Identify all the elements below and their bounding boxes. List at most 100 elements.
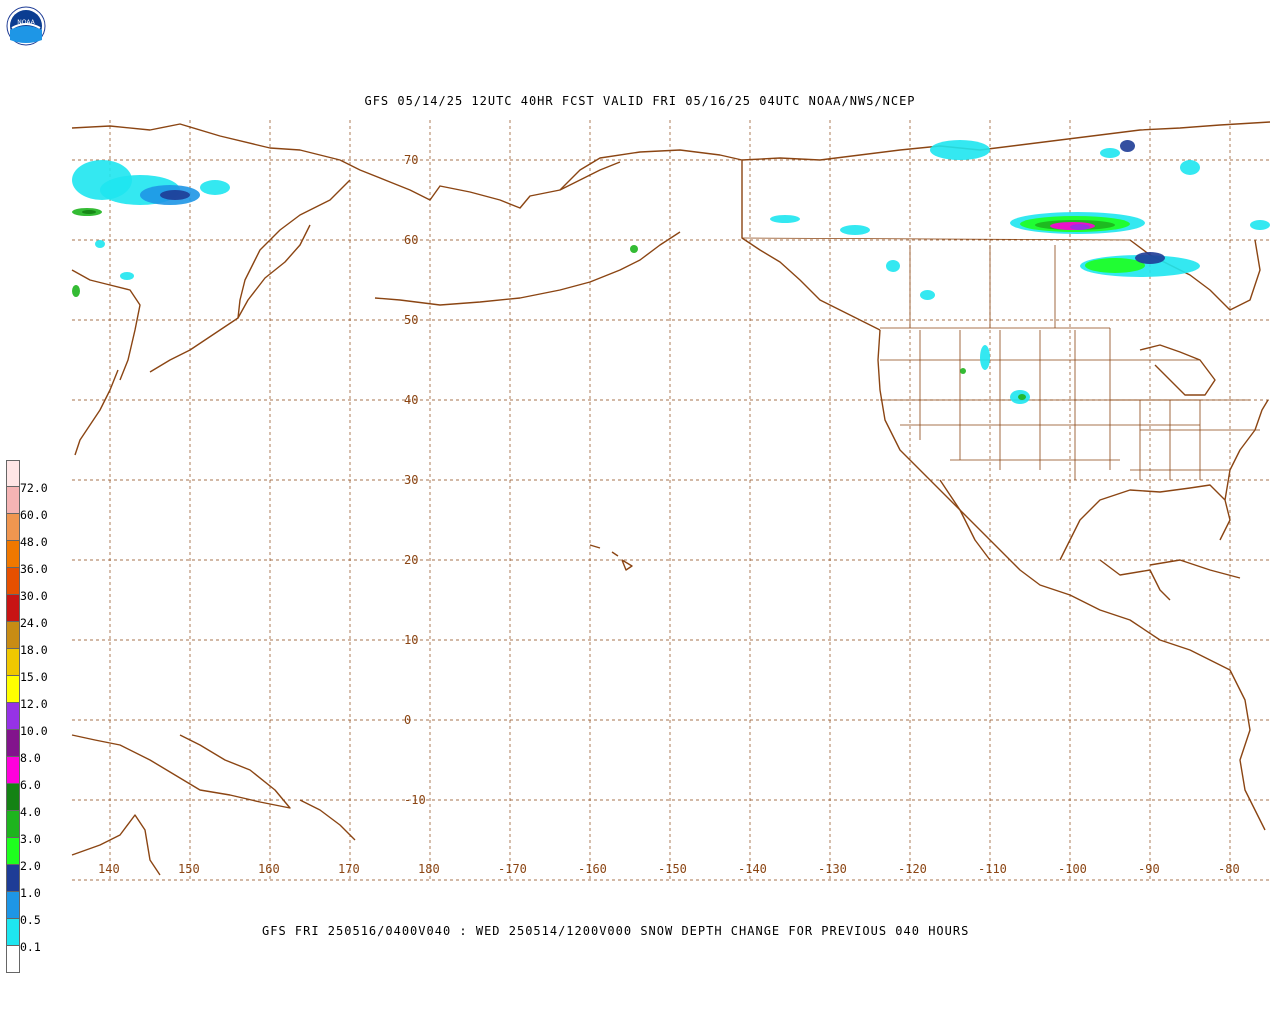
lon-label: -140 — [738, 862, 767, 876]
color-legend: 72.0 60.0 48.0 36.0 30.0 24.0 18.0 15.0 12.0 10.0… — [6, 460, 48, 973]
coast-na-west — [877, 329, 1266, 831]
legend-label: 1.0 — [20, 886, 41, 900]
lon-label: -160 — [578, 862, 607, 876]
svg-text:NOAA: NOAA — [17, 19, 35, 26]
snow-patch — [980, 345, 990, 370]
lon-label: 160 — [258, 862, 280, 876]
legend-swatch — [6, 784, 20, 811]
coast-hawaii — [589, 544, 633, 571]
snow-patch — [1100, 148, 1120, 158]
coast-new-guinea — [71, 734, 291, 809]
chart-caption: GFS FRI 250516/0400V040 : WED 250514/120… — [262, 924, 970, 938]
snow-patch — [960, 368, 966, 374]
snow-patch — [120, 272, 134, 280]
snow-depth-fill — [72, 140, 1270, 404]
snow-patch — [930, 140, 990, 160]
lat-label: 0 — [404, 713, 411, 727]
lon-label: -170 — [498, 862, 527, 876]
coast-canada-arctic — [741, 121, 1271, 161]
snow-patch — [72, 285, 80, 297]
lat-label: 50 — [404, 313, 418, 327]
legend-swatch — [6, 649, 20, 676]
legend-swatch — [6, 919, 20, 946]
legend-swatch — [6, 865, 20, 892]
legend-swatch — [6, 595, 20, 622]
legend-swatch — [6, 487, 20, 514]
coast-baja — [939, 479, 991, 561]
lon-label: -150 — [658, 862, 687, 876]
lon-label: -130 — [818, 862, 847, 876]
lon-label: 140 — [98, 862, 120, 876]
snow-patch — [1180, 160, 1200, 175]
snow-patch — [1085, 258, 1145, 273]
grid-labels: 140 150 160 170 180 -170 -160 -150 -140 -130 -120 -… — [98, 153, 1240, 876]
coast-siberia — [71, 123, 621, 209]
legend-label: 4.0 — [20, 805, 41, 819]
legend-swatch — [6, 946, 20, 973]
legend-label: 30.0 — [20, 589, 48, 603]
legend-swatch — [6, 514, 20, 541]
coastlines — [71, 121, 1271, 876]
coast-japan — [74, 369, 119, 456]
legend-label: 15.0 — [20, 670, 48, 684]
legend-swatch — [6, 703, 20, 730]
lon-label: 180 — [418, 862, 440, 876]
legend-swatch — [6, 811, 20, 838]
legend-label: 12.0 — [20, 697, 48, 711]
legend-swatch — [6, 460, 20, 487]
legend-swatch — [6, 568, 20, 595]
legend-swatch — [6, 892, 20, 919]
coast-cuba — [1149, 559, 1241, 579]
lon-label: 170 — [338, 862, 360, 876]
lat-label: 60 — [404, 233, 418, 247]
lat-label: -10 — [404, 793, 426, 807]
legend-label: 48.0 — [20, 535, 48, 549]
legend-label: 60.0 — [20, 508, 48, 522]
coast-australia — [71, 814, 161, 876]
legend-label: 36.0 — [20, 562, 48, 576]
snow-patch — [95, 240, 105, 248]
lon-label: -90 — [1138, 862, 1160, 876]
snow-patch — [1250, 220, 1270, 230]
snow-patch — [920, 290, 935, 300]
coast-east — [1224, 399, 1269, 501]
legend-label: 24.0 — [20, 616, 48, 630]
snow-patch — [1018, 394, 1026, 400]
snow-patch — [1135, 252, 1165, 264]
map-grid — [72, 120, 1270, 881]
lat-label: 70 — [404, 153, 418, 167]
lon-label: -100 — [1058, 862, 1087, 876]
coast-great-lakes — [1139, 344, 1216, 396]
lon-label: -120 — [898, 862, 927, 876]
lon-label: 150 — [178, 862, 200, 876]
lon-label: -80 — [1218, 862, 1240, 876]
us-state-borders — [741, 160, 1260, 480]
lat-label: 10 — [404, 633, 418, 647]
legend-swatch — [6, 541, 20, 568]
coast-kamchatka — [237, 179, 351, 319]
snow-patch — [82, 210, 96, 214]
legend-label: 18.0 — [20, 643, 48, 657]
legend-swatch — [6, 622, 20, 649]
snow-patch — [840, 225, 870, 235]
legend-swatch — [6, 676, 20, 703]
legend-label: 0.5 — [20, 913, 41, 927]
coast-kuriles — [149, 317, 239, 373]
coast-solomons — [299, 799, 356, 841]
noaa-logo: NOAA — [6, 6, 46, 46]
snow-patch — [160, 190, 190, 200]
legend-label: 2.0 — [20, 859, 41, 873]
snow-patch — [886, 260, 900, 272]
lat-label: 40 — [404, 393, 418, 407]
legend-swatch — [6, 757, 20, 784]
snow-patch — [200, 180, 230, 195]
lat-label: 30 — [404, 473, 418, 487]
legend-label: 8.0 — [20, 751, 41, 765]
legend-label: 10.0 — [20, 724, 48, 738]
coast-gulf — [1059, 484, 1231, 561]
coast-yucatan — [1099, 559, 1171, 601]
snow-patch — [770, 215, 800, 223]
chart-title: GFS 05/14/25 12UTC 40HR FCST VALID FRI 0… — [364, 94, 916, 108]
legend-label: 72.0 — [20, 481, 48, 495]
